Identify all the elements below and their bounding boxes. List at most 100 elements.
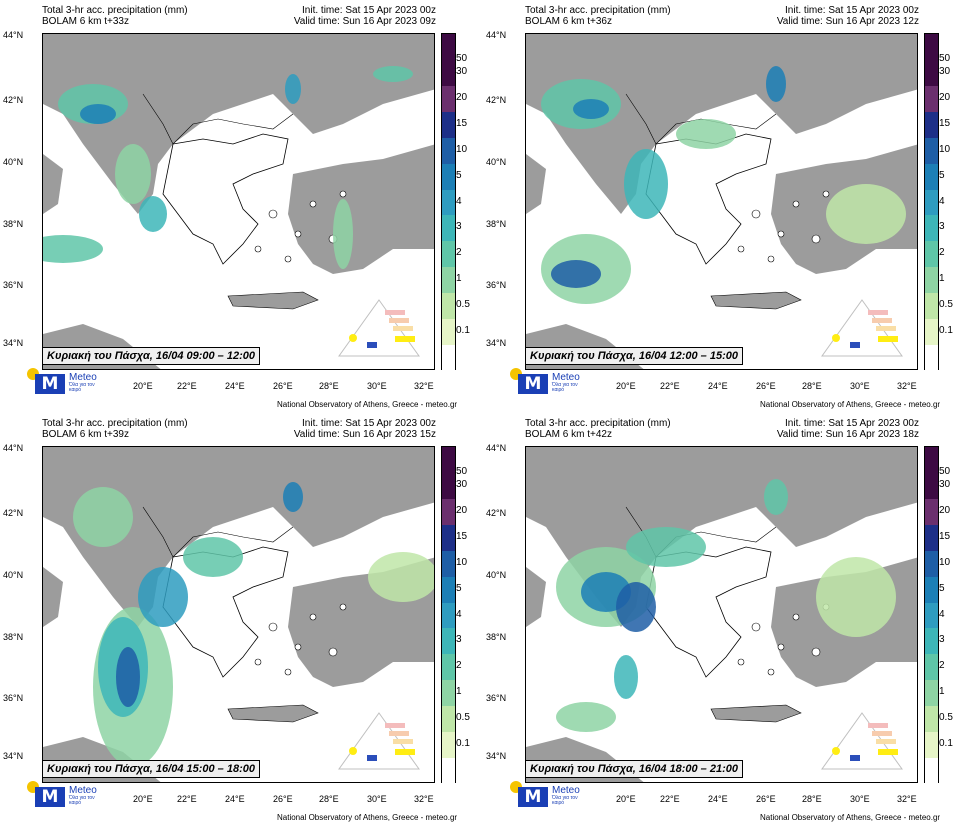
colorbar-segment <box>925 498 938 525</box>
colorbar-segment <box>925 137 938 164</box>
valid-time: Valid time: Sun 16 Apr 2023 09z <box>293 16 436 27</box>
logo-slogan: Όλα για τον καιρό <box>552 382 578 393</box>
colorbar-segment <box>925 215 938 242</box>
longitude-label: 24°E <box>708 794 728 804</box>
precipitation-map <box>525 446 918 783</box>
colorbar-label: 30 <box>456 478 468 490</box>
credit-text: National Observatory of Athens, Greece -… <box>760 813 941 822</box>
colorbar-label: 15 <box>939 530 951 542</box>
colorbar-segment <box>925 680 938 707</box>
latitude-label: 36°N <box>3 693 24 703</box>
longitude-label: 20°E <box>616 794 636 804</box>
colorbar-label: 15 <box>456 117 468 129</box>
latitude-label: 40°N <box>3 570 24 580</box>
time-caption: Κυριακή του Πάσχα, 16/04 12:00 – 15:00 <box>525 347 743 365</box>
colorbar-segment <box>442 163 455 190</box>
colorbar-label: 0.5 <box>456 712 470 724</box>
latitude-label: 42°N <box>486 95 507 105</box>
colorbar-label: 20 <box>939 504 951 516</box>
init-time: Init. time: Sat 15 Apr 2023 00z <box>302 5 436 16</box>
forecast-panel: Total 3-hr acc. precipitation (mm) BOLAM … <box>0 0 483 413</box>
colorbar <box>924 446 939 784</box>
longitude-label: 28°E <box>319 794 339 804</box>
latitude-label: 36°N <box>486 280 507 290</box>
colorbar-segment <box>925 267 938 294</box>
longitude-label: 30°E <box>850 381 870 391</box>
colorbar-segment <box>442 34 455 86</box>
colorbar-label: 4 <box>939 608 945 620</box>
colorbar-segment <box>925 447 938 499</box>
init-time: Init. time: Sat 15 Apr 2023 00z <box>785 418 919 429</box>
colorbar-segment <box>925 550 938 577</box>
colorbar-label: 15 <box>939 117 951 129</box>
latitude-label: 38°N <box>3 219 24 229</box>
latitude-label: 34°N <box>486 338 507 348</box>
m-logo-icon: M <box>518 374 548 394</box>
longitude-label: 32°E <box>897 794 917 804</box>
warning-scale-icon <box>820 298 904 360</box>
colorbar-segment <box>442 602 455 629</box>
latitude-label: 42°N <box>486 508 507 518</box>
time-caption: Κυριακή του Πάσχα, 16/04 09:00 – 12:00 <box>42 347 260 365</box>
colorbar-label: 2 <box>456 247 462 259</box>
colorbar-label: 0.1 <box>456 738 470 750</box>
colorbar-segment <box>442 241 455 268</box>
colorbar-label: 20 <box>456 504 468 516</box>
colorbar-segment <box>442 293 455 320</box>
colorbar-segment <box>925 706 938 733</box>
colorbar-label: 0.1 <box>939 738 953 750</box>
init-time: Init. time: Sat 15 Apr 2023 00z <box>785 5 919 16</box>
meteo-logo: M Meteo Όλα για τον καιρό <box>27 366 97 396</box>
colorbar-label: 3 <box>456 634 462 646</box>
logo-name: Meteo <box>552 372 580 383</box>
colorbar <box>441 446 456 784</box>
latitude-label: 38°N <box>3 632 24 642</box>
map-title: Total 3-hr acc. precipitation (mm) <box>525 418 671 429</box>
forecast-panel: Total 3-hr acc. precipitation (mm) BOLAM … <box>483 0 966 413</box>
latitude-label: 44°N <box>486 30 507 40</box>
colorbar-segment <box>442 654 455 681</box>
colorbar-segment <box>925 34 938 86</box>
credit-text: National Observatory of Athens, Greece -… <box>277 400 458 409</box>
latitude-label: 42°N <box>3 508 24 518</box>
model-run: BOLAM 6 km t+36z <box>525 16 612 27</box>
model-run: BOLAM 6 km t+33z <box>42 16 129 27</box>
colorbar-segment <box>925 163 938 190</box>
colorbar <box>924 33 939 371</box>
colorbar-segment <box>442 447 455 499</box>
colorbar-label: 20 <box>456 91 468 103</box>
longitude-label: 30°E <box>367 794 387 804</box>
colorbar-label: 4 <box>456 608 462 620</box>
longitude-label: 26°E <box>273 794 293 804</box>
colorbar-label: 1 <box>939 273 945 285</box>
colorbar-label: 3 <box>456 221 462 233</box>
colorbar-label: 3 <box>939 634 945 646</box>
longitude-label: 20°E <box>133 381 153 391</box>
warning-scale-icon <box>820 711 904 773</box>
logo-slogan: Όλα για τον καιρό <box>552 795 578 806</box>
meteo-logo: M Meteo Όλα για τον καιρό <box>27 779 97 809</box>
latitude-label: 36°N <box>486 693 507 703</box>
longitude-label: 32°E <box>414 381 434 391</box>
logo-name: Meteo <box>69 372 97 383</box>
forecast-panel: Total 3-hr acc. precipitation (mm) BOLAM … <box>0 413 483 826</box>
latitude-label: 44°N <box>3 30 24 40</box>
model-run: BOLAM 6 km t+42z <box>525 429 612 440</box>
colorbar-label: 5 <box>939 169 945 181</box>
longitude-label: 22°E <box>177 381 197 391</box>
colorbar-label: 4 <box>939 195 945 207</box>
credit-text: National Observatory of Athens, Greece -… <box>277 813 458 822</box>
longitude-label: 20°E <box>133 794 153 804</box>
m-logo-icon: M <box>35 787 65 807</box>
m-logo-icon: M <box>35 374 65 394</box>
logo-slogan: Όλα για τον καιρό <box>69 382 95 393</box>
latitude-label: 44°N <box>3 443 24 453</box>
colorbar-segment <box>925 345 938 371</box>
colorbar-segment <box>442 628 455 655</box>
latitude-label: 44°N <box>486 443 507 453</box>
colorbar-label: 30 <box>939 478 951 490</box>
colorbar-segment <box>442 319 455 346</box>
latitude-label: 34°N <box>3 338 24 348</box>
longitude-label: 30°E <box>367 381 387 391</box>
longitude-label: 28°E <box>802 381 822 391</box>
